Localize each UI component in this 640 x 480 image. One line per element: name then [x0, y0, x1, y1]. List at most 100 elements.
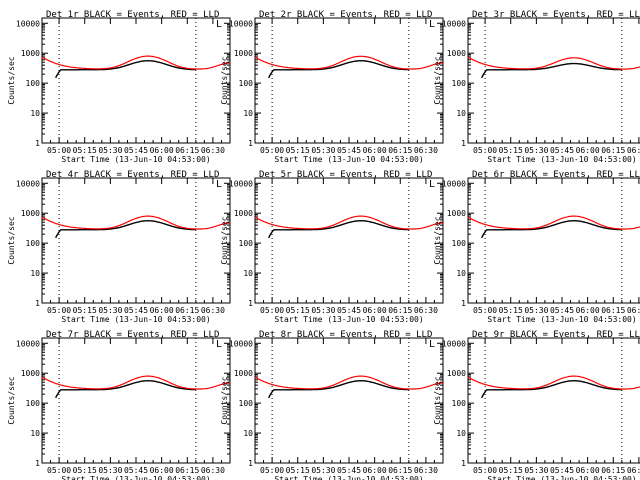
x-tick-label: 05:15: [73, 466, 97, 475]
lld-series-line: [467, 215, 640, 230]
y-axis-label: Counts/sec: [433, 216, 442, 264]
y-tick-label: 100: [452, 239, 467, 248]
panel-title: Det 2r BLACK = Events, RED = LLD: [259, 10, 432, 20]
x-tick-label: 06:30: [627, 306, 640, 315]
x-tick-label: 05:15: [73, 306, 97, 315]
y-axis-label: Counts/sec: [7, 216, 16, 264]
x-axis-label: Start Time (13-Jun-10 04:53:00): [274, 315, 423, 324]
detector-panel: Det 9r BLACK = Events, RED = LLD 1 10 100 10…: [433, 330, 640, 480]
events-series-line: [481, 62, 622, 79]
x-tick-label: 05:15: [286, 466, 310, 475]
x-tick-label: 06:00: [576, 306, 600, 315]
y-tick-label: 10: [456, 429, 466, 438]
events-series-line: [268, 59, 409, 79]
y-tick-label: 10: [456, 109, 466, 118]
plot-frame: [467, 177, 640, 304]
y-tick-label: 1: [248, 459, 253, 468]
x-axis-label: Start Time (13-Jun-10 04:53:00): [61, 315, 210, 324]
detector-panel: Det 1r BLACK = Events, RED = LLD 1 10 100 10…: [7, 10, 231, 164]
y-tick-label: 100: [26, 399, 41, 408]
events-series-line: [55, 379, 196, 399]
panel-title: Det 7r BLACK = Events, RED = LLD: [46, 330, 219, 340]
x-tick-label: 06:30: [201, 146, 225, 155]
x-tick-label: 05:30: [524, 306, 548, 315]
y-tick-label: 10000: [442, 339, 466, 348]
x-axis-label: Start Time (13-Jun-10 04:53:00): [61, 475, 210, 480]
x-tick-label: 05:30: [311, 306, 335, 315]
x-tick-label: 06:30: [414, 306, 438, 315]
y-tick-label: 100: [239, 79, 254, 88]
y-axis-label: Counts/sec: [433, 56, 442, 104]
x-tick-label: 05:00: [260, 466, 284, 475]
legend-mark: L: [429, 19, 435, 30]
y-tick-label: 1: [35, 459, 40, 468]
x-tick-label: 06:30: [414, 466, 438, 475]
x-tick-label: 05:45: [550, 306, 574, 315]
legend-mark: L: [216, 19, 222, 30]
events-series-line: [481, 379, 622, 399]
x-tick-label: 05:45: [337, 306, 361, 315]
x-tick-label: 05:45: [550, 466, 574, 475]
y-tick-label: 10000: [16, 19, 40, 28]
y-tick-label: 10: [30, 269, 40, 278]
y-tick-label: 1: [35, 139, 40, 148]
x-tick-label: 06:15: [601, 306, 625, 315]
events-series-line: [268, 379, 409, 399]
lld-series-line: [41, 215, 230, 230]
x-tick-label: 06:00: [576, 466, 600, 475]
y-axis-label: Counts/sec: [220, 56, 229, 104]
detector-panel: Det 6r BLACK = Events, RED = LLD 1 10 100 10…: [433, 170, 640, 324]
y-tick-label: 1000: [447, 369, 466, 378]
y-tick-label: 1000: [234, 369, 253, 378]
x-tick-label: 06:15: [175, 146, 199, 155]
y-tick-label: 1: [461, 299, 466, 308]
y-axis-label: Counts/sec: [7, 376, 16, 424]
plot-frame: [467, 17, 640, 144]
legend-mark: L: [216, 179, 222, 190]
x-axis-label: Start Time (13-Jun-10 04:53:00): [61, 155, 210, 164]
y-tick-label: 1000: [447, 49, 466, 58]
detector-panel: Det 3r BLACK = Events, RED = LLD 1 10 100 10…: [433, 10, 640, 164]
y-tick-label: 1000: [21, 209, 40, 218]
x-tick-label: 05:00: [47, 466, 71, 475]
x-tick-label: 05:45: [550, 146, 574, 155]
x-tick-label: 05:00: [260, 146, 284, 155]
detector-panel: Det 8r BLACK = Events, RED = LLD 1 10 100 10…: [220, 330, 444, 480]
detector-panel: Det 5r BLACK = Events, RED = LLD 1 10 100 10…: [220, 170, 444, 324]
y-tick-label: 10: [243, 429, 253, 438]
x-tick-label: 06:00: [363, 466, 387, 475]
x-tick-label: 06:15: [175, 466, 199, 475]
y-tick-label: 10: [456, 269, 466, 278]
plot-frame: [254, 17, 444, 144]
x-tick-label: 06:30: [201, 306, 225, 315]
detector-panel: Det 7r BLACK = Events, RED = LLD 1 10 100 10…: [7, 330, 231, 480]
x-tick-label: 05:00: [473, 146, 497, 155]
y-axis-label: Counts/sec: [220, 376, 229, 424]
panel-title: Det 4r BLACK = Events, RED = LLD: [46, 170, 219, 180]
lld-series-line: [467, 375, 640, 390]
x-tick-label: 06:15: [175, 306, 199, 315]
x-tick-label: 06:30: [201, 466, 225, 475]
y-tick-label: 100: [239, 399, 254, 408]
x-tick-label: 06:00: [363, 146, 387, 155]
y-tick-label: 10000: [442, 179, 466, 188]
x-tick-label: 05:30: [524, 466, 548, 475]
y-axis-label: Counts/sec: [220, 216, 229, 264]
lld-series-line: [41, 55, 230, 70]
lld-series-line: [254, 215, 443, 230]
legend-mark: L: [216, 339, 222, 350]
panel-title: Det 6r BLACK = Events, RED = LLD: [472, 170, 640, 180]
y-tick-label: 100: [452, 399, 467, 408]
panel-title: Det 3r BLACK = Events, RED = LLD: [472, 10, 640, 20]
x-tick-label: 05:00: [260, 306, 284, 315]
y-tick-label: 10000: [16, 339, 40, 348]
x-tick-label: 06:30: [414, 146, 438, 155]
x-tick-label: 05:15: [499, 306, 523, 315]
x-tick-label: 05:45: [337, 466, 361, 475]
y-axis-label: Counts/sec: [433, 376, 442, 424]
plot-frame: [254, 177, 444, 304]
lld-series-line: [41, 375, 230, 390]
detector-panel: Det 4r BLACK = Events, RED = LLD 1 10 100 10…: [7, 170, 231, 324]
x-tick-label: 06:00: [363, 306, 387, 315]
y-tick-label: 10000: [442, 19, 466, 28]
